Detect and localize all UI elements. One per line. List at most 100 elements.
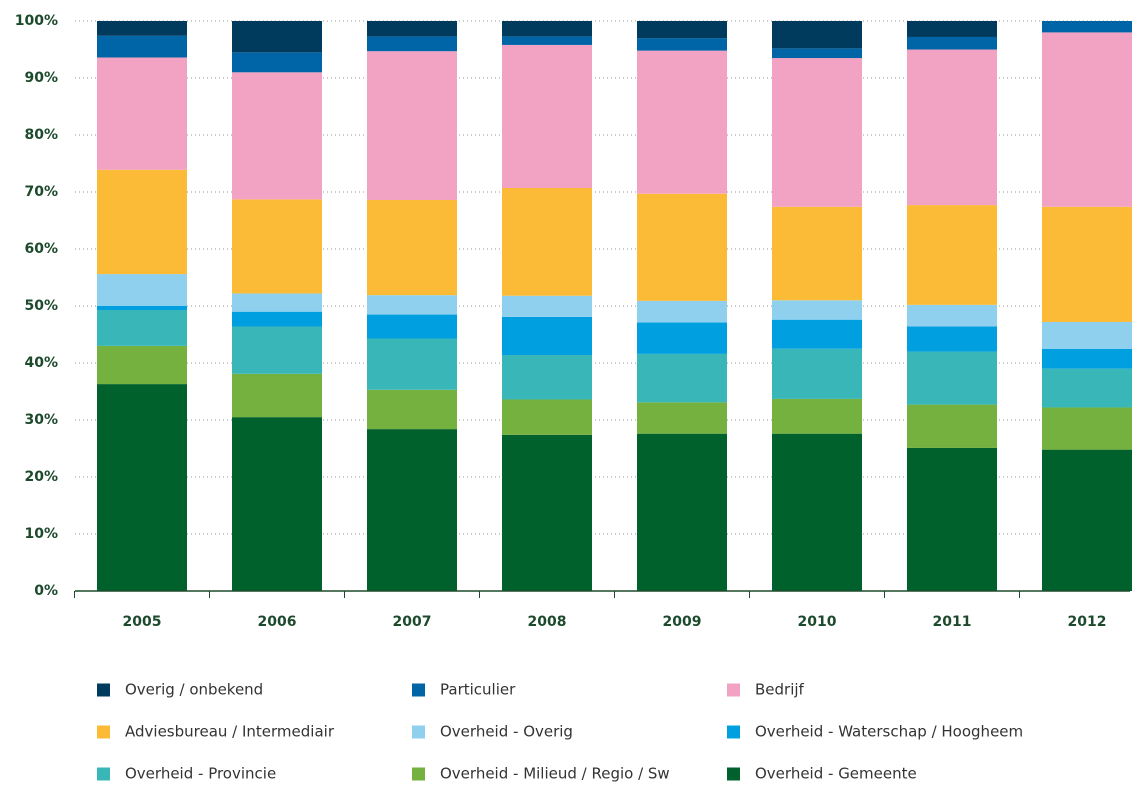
bar-segment: [907, 36, 997, 50]
x-tick-label: 2010: [798, 614, 837, 630]
bar-segment: [907, 447, 997, 591]
y-tick-label: 80%: [24, 127, 58, 143]
bar-segment: [232, 52, 322, 73]
bar-segment: [502, 36, 592, 45]
bar-segment: [97, 309, 187, 346]
legend-swatch: [97, 725, 110, 739]
bar-segment: [97, 274, 187, 306]
bar-segment: [502, 295, 592, 317]
bar-segment: [502, 434, 592, 591]
legend-swatch: [97, 683, 110, 697]
bar-segment: [772, 433, 862, 591]
legend-swatch: [412, 767, 425, 781]
bar-segment: [907, 49, 997, 206]
bar-segment: [637, 21, 727, 39]
bar-segment: [1042, 348, 1132, 369]
bar-segment: [97, 169, 187, 275]
bar-segment: [907, 304, 997, 327]
bar-segment: [232, 72, 322, 200]
bar-segment: [367, 338, 457, 390]
bar-segment: [232, 293, 322, 312]
bar-segment: [367, 429, 457, 591]
legend-label: Overig / onbekend: [125, 681, 263, 699]
y-tick-label: 10%: [24, 526, 58, 542]
bar-segment: [97, 306, 187, 310]
bar-segment: [772, 319, 862, 349]
x-tick-label: 2009: [663, 614, 702, 630]
legend-label: Overheid - Provincie: [125, 765, 276, 783]
bar-segment: [637, 193, 727, 301]
legend-label: Overheid - Waterschap / Hoogheem: [755, 723, 1023, 741]
legend-label: Overheid - Overig: [440, 723, 573, 741]
x-tick-label: 2011: [933, 614, 972, 630]
x-tick-label: 2007: [393, 614, 432, 630]
bar-segment: [772, 206, 862, 301]
y-tick-label: 50%: [24, 298, 58, 314]
bar-segment: [367, 36, 457, 52]
bar-segment: [97, 57, 187, 170]
y-tick-label: 40%: [24, 355, 58, 371]
bar-segment: [367, 51, 457, 200]
x-tick-label: 2005: [123, 614, 162, 630]
bar-segment: [1042, 21, 1132, 33]
bar-segment: [232, 417, 322, 591]
bar-segment: [772, 398, 862, 434]
bar-segment: [772, 21, 862, 49]
bar-segment: [907, 21, 997, 37]
bar-segment: [907, 326, 997, 352]
bar-segment: [502, 188, 592, 296]
legend-label: Overheid - Milieud / Regio / Sw: [440, 765, 670, 783]
legend-swatch: [727, 683, 740, 697]
bar-segment: [367, 389, 457, 430]
bar-segment: [1042, 407, 1132, 450]
y-tick-label: 100%: [15, 13, 58, 29]
legend-swatch: [412, 725, 425, 739]
legend-swatch: [97, 767, 110, 781]
bar-segment: [637, 402, 727, 434]
bar-segment: [772, 348, 862, 399]
bar-segment: [637, 433, 727, 591]
bar-segment: [907, 205, 997, 305]
y-tick-label: 70%: [24, 184, 58, 200]
legend-label: Adviesbureau / Intermediair: [125, 723, 335, 741]
bar-segment: [907, 404, 997, 448]
y-tick-label: 30%: [24, 412, 58, 428]
bar-segment: [502, 44, 592, 189]
bar-segment: [97, 345, 187, 385]
x-tick-label: 2006: [258, 614, 297, 630]
bar-segment: [367, 199, 457, 296]
x-tick-label: 2012: [1068, 614, 1107, 630]
legend-label: Particulier: [440, 681, 516, 699]
y-tick-label: 90%: [24, 70, 58, 86]
bar-segment: [502, 21, 592, 37]
bar-segment: [232, 199, 322, 294]
bar-segment: [907, 351, 997, 405]
bar-segment: [232, 326, 322, 374]
legend-swatch: [412, 683, 425, 697]
bar-segment: [637, 300, 727, 323]
bar-segment: [1042, 206, 1132, 322]
bar-segment: [772, 48, 862, 59]
bar-segment: [367, 21, 457, 37]
legend-label: Overheid - Gemeente: [755, 765, 917, 783]
legend-swatch: [727, 725, 740, 739]
bar-segment: [367, 295, 457, 315]
bar-segment: [502, 399, 592, 435]
bar-segment: [1042, 321, 1132, 349]
bar-segment: [97, 21, 187, 36]
bar-segment: [232, 21, 322, 53]
bar-segment: [232, 311, 322, 327]
bar-segment: [1042, 449, 1132, 591]
bar-segment: [1042, 32, 1132, 207]
y-tick-label: 0%: [34, 583, 58, 599]
legend-swatch: [727, 767, 740, 781]
bar-segment: [232, 373, 322, 418]
bar-segment: [637, 38, 727, 51]
bar-segment: [367, 314, 457, 339]
bar-segment: [1042, 368, 1132, 408]
bar-segment: [637, 353, 727, 403]
y-tick-label: 20%: [24, 469, 58, 485]
bar-segment: [772, 300, 862, 320]
bar-segment: [637, 50, 727, 194]
